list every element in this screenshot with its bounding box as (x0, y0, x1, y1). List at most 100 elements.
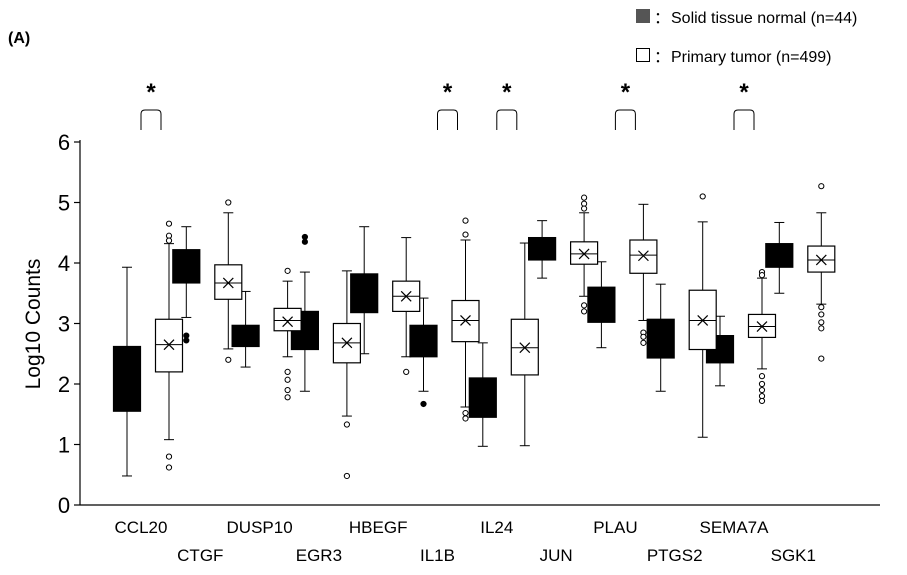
outlier-point (581, 194, 588, 201)
x-label-il24: IL24 (480, 518, 513, 537)
significance-markers: * * * * * (140, 79, 755, 130)
outlier-point (284, 394, 291, 401)
iqr-box (468, 377, 497, 418)
legend-label-tumor: Primary tumor (n=499) (671, 49, 832, 66)
iqr-box (214, 264, 243, 300)
iqr-box (273, 307, 302, 332)
box-jun-normal (527, 220, 557, 279)
outlier-point (758, 380, 766, 388)
x-label-egr3: EGR3 (296, 546, 342, 565)
outlier-point (758, 373, 766, 380)
outlier-point (183, 337, 190, 344)
x-label-ctgf: CTGF (177, 546, 223, 565)
mean-marker (637, 250, 649, 262)
x-label-ptgs2: PTGS2 (647, 546, 703, 565)
x-label-sema7a: SEMA7A (700, 518, 770, 537)
significance-il1b: * (437, 79, 458, 130)
y-tick-label: 0 (58, 493, 70, 518)
significance-plau: * (614, 79, 636, 130)
significance-star: * (443, 79, 453, 106)
outlier-point (640, 339, 647, 346)
significance-bracket (437, 109, 458, 130)
box-il1b-normal (409, 297, 438, 408)
iqr-box (409, 324, 438, 358)
legend-separator-normal: ： (654, 10, 670, 27)
outlier-point (225, 356, 232, 363)
significance-il24: * (496, 79, 518, 130)
box-ctgf-normal (172, 226, 201, 344)
significance-star: * (621, 79, 631, 106)
outlier-point (640, 333, 647, 340)
outlier-point (818, 304, 825, 311)
y-tick-label: 4 (58, 251, 70, 276)
outlier-point (165, 237, 173, 244)
x-label-ccl20: CCL20 (115, 518, 168, 537)
iqr-box (807, 245, 836, 273)
significance-star: * (502, 79, 512, 106)
mean-marker (578, 248, 590, 260)
iqr-box (587, 286, 616, 323)
outlier-point (758, 386, 766, 394)
x-label-dusp10: DUSP10 (227, 518, 293, 537)
significance-sema7a: * (733, 79, 755, 130)
box-hbegf-tumor (392, 237, 421, 375)
outlier-point (581, 205, 588, 212)
box-il1b-tumor (451, 217, 480, 422)
outlier-point (581, 308, 588, 315)
box-dusp10-normal (231, 290, 260, 368)
significance-bracket (614, 109, 636, 130)
outlier-point (758, 397, 766, 405)
panel-label: (A) (8, 30, 30, 47)
mean-marker (756, 321, 768, 332)
iqr-box (646, 318, 675, 359)
outlier-point (818, 325, 825, 332)
y-tick-label: 2 (58, 372, 70, 397)
iqr-box (112, 345, 142, 412)
x-label-sgk1: SGK1 (771, 546, 816, 565)
outlier-point (165, 464, 173, 471)
mean-marker (400, 290, 412, 302)
mean-marker (163, 339, 175, 351)
y-axis-label: Log10 Counts (22, 259, 45, 390)
y-tick-label: 5 (58, 191, 70, 216)
significance-bracket (140, 109, 162, 130)
box-ptgs2-normal (646, 283, 675, 392)
box-jun-tumor (569, 194, 599, 315)
iqr-box (154, 318, 184, 373)
legend-label-normal: Solid tissue normal (n=44) (671, 10, 857, 27)
iqr-box (350, 273, 379, 314)
mean-marker (341, 337, 353, 349)
outlier-point (165, 220, 173, 227)
mean-marker (222, 277, 234, 289)
box-il24-normal (468, 342, 497, 447)
box-sema7a-tumor (747, 268, 777, 405)
mean-marker (460, 315, 471, 326)
box-dusp10-tumor (273, 267, 302, 401)
box-hbegf-normal (350, 226, 379, 355)
outlier-point (818, 311, 825, 318)
box-ccl20-normal (112, 266, 142, 477)
box-plau-normal (587, 261, 616, 349)
outlier-point (165, 453, 173, 460)
outlier-point (284, 368, 291, 375)
iqr-box (569, 241, 599, 265)
outlier-point (818, 319, 825, 326)
iqr-box (172, 249, 201, 284)
mean-marker (282, 316, 294, 328)
x-label-hbegf: HBEGF (349, 518, 408, 537)
y-tick-label: 6 (58, 130, 70, 155)
outlier-point (462, 409, 469, 417)
iqr-box (231, 324, 260, 348)
significance-bracket (733, 109, 755, 130)
outlier-point (343, 472, 350, 480)
iqr-box (629, 239, 658, 274)
outlier-point (758, 272, 766, 279)
x-label-plau: PLAU (593, 518, 637, 537)
legend: ： Solid tissue normal (n=44) ： Primary t… (636, 9, 857, 66)
box-ptgs2-tumor (688, 193, 717, 438)
significance-star: * (146, 79, 156, 106)
box-plau-tumor (629, 203, 658, 346)
